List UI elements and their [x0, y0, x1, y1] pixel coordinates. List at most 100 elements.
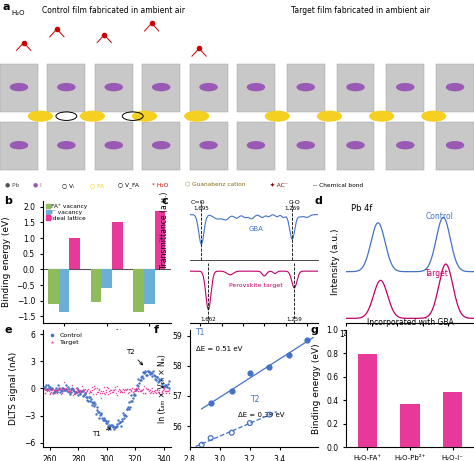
Control	[100, 416, 107, 424]
Control	[158, 382, 166, 390]
Control	[139, 368, 146, 376]
Control	[56, 388, 64, 396]
Control	[55, 385, 63, 393]
Bar	[112, 223, 123, 269]
Control	[72, 388, 79, 396]
Target	[109, 388, 117, 395]
Bar	[436, 122, 474, 171]
Bar	[190, 122, 228, 171]
Target	[118, 388, 126, 396]
Target	[54, 390, 61, 397]
Control	[154, 378, 162, 386]
Control	[160, 383, 167, 390]
Control	[50, 389, 58, 396]
Target	[76, 386, 83, 394]
Target	[62, 384, 70, 392]
Target	[102, 388, 109, 396]
Text: Control film fabricated in ambient air: Control film fabricated in ambient air	[42, 6, 185, 15]
Target	[137, 386, 145, 394]
Text: T1: T1	[92, 428, 110, 437]
Bar	[386, 122, 424, 171]
Point	[246, 420, 254, 427]
Control	[43, 385, 51, 393]
Text: Pb 4f: Pb 4f	[351, 204, 373, 213]
Text: ○ FA: ○ FA	[90, 183, 104, 188]
Target	[142, 390, 149, 397]
Control	[73, 384, 81, 392]
Bar	[48, 269, 59, 304]
Target	[70, 390, 78, 398]
Control	[70, 386, 77, 394]
Control	[110, 426, 118, 433]
Target	[96, 389, 104, 396]
Control	[55, 384, 63, 392]
Control	[106, 422, 114, 430]
Y-axis label: Binding energy (eV): Binding energy (eV)	[2, 216, 11, 307]
Circle shape	[58, 142, 75, 149]
Target	[84, 385, 92, 392]
Target	[55, 384, 63, 392]
Control	[102, 417, 110, 425]
Control	[126, 399, 133, 406]
Text: 1,259: 1,259	[286, 316, 302, 321]
Target	[97, 387, 104, 395]
Control	[146, 368, 154, 375]
Target	[42, 390, 49, 397]
Point	[303, 337, 311, 344]
Control	[84, 397, 92, 405]
Text: Target: Target	[425, 269, 449, 278]
Text: b: b	[4, 195, 12, 206]
Target	[124, 389, 132, 396]
Control	[123, 406, 130, 413]
Target	[68, 382, 76, 389]
Target	[65, 389, 73, 396]
Target	[72, 384, 79, 392]
Bar	[436, 64, 474, 112]
Control	[114, 420, 121, 428]
Bar	[337, 64, 374, 112]
Target	[126, 385, 133, 393]
Target	[64, 385, 71, 393]
Target	[69, 391, 76, 399]
Control	[136, 379, 143, 387]
Bar	[237, 122, 275, 171]
Control	[108, 421, 115, 429]
Target	[117, 387, 125, 395]
Target	[160, 384, 167, 391]
Target	[135, 387, 142, 394]
Circle shape	[247, 142, 264, 149]
Control	[135, 375, 142, 383]
Target	[111, 385, 118, 393]
Target	[80, 386, 88, 394]
Control	[152, 372, 159, 379]
Control	[122, 412, 130, 420]
Control	[148, 369, 155, 377]
Bar	[237, 64, 275, 112]
Control	[64, 384, 72, 391]
Control	[159, 383, 167, 390]
Circle shape	[105, 83, 122, 91]
Target	[98, 389, 106, 396]
Control	[64, 388, 71, 395]
Control	[82, 390, 89, 397]
Control	[78, 387, 86, 395]
Bar	[101, 269, 112, 288]
Target	[68, 387, 75, 394]
Y-axis label: ln (tₐₘ × Vₚₙ × Nₐ): ln (tₐₘ × Vₚₙ × Nₐ)	[158, 354, 167, 423]
Bar	[59, 269, 69, 312]
Text: e: e	[4, 325, 12, 335]
Text: Perovskite target: Perovskite target	[229, 283, 283, 288]
Control	[138, 372, 146, 379]
Control	[66, 390, 74, 397]
Bar	[155, 212, 165, 269]
Target	[141, 389, 148, 396]
Target	[75, 389, 83, 396]
Control	[46, 384, 54, 391]
Control	[40, 384, 48, 391]
Bar	[91, 269, 101, 302]
Control	[143, 371, 151, 378]
Control	[134, 383, 142, 390]
Control	[158, 380, 165, 388]
Target	[85, 390, 92, 397]
Control	[152, 377, 160, 384]
